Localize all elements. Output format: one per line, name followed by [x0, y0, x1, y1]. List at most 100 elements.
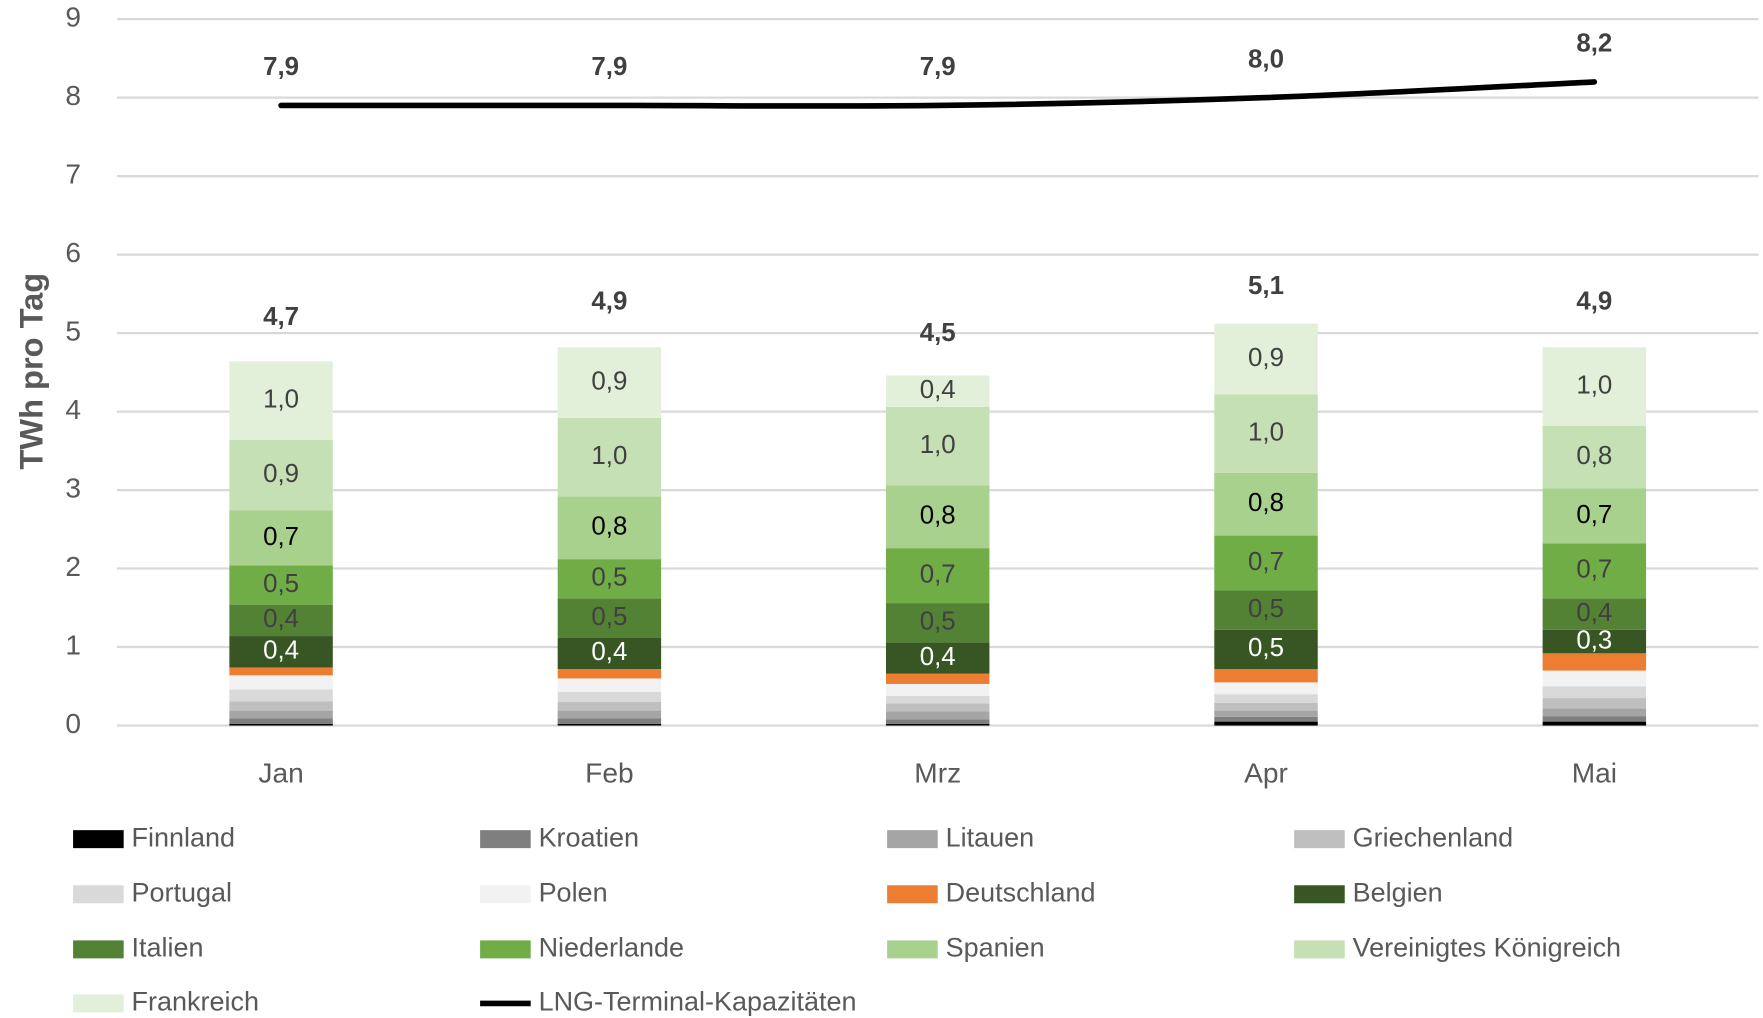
- y-tick-label: 0: [65, 708, 81, 739]
- bar-segment: [1542, 488, 1647, 544]
- legend-label: Polen: [539, 877, 608, 907]
- value-label: 1,0: [1576, 371, 1612, 399]
- y-axis-label: TWh pro Tag: [12, 273, 49, 470]
- legend-swatch: [1294, 940, 1345, 959]
- value-label: 0,4: [263, 637, 299, 665]
- bar-segment: [229, 718, 333, 724]
- legend-label: Niederlande: [539, 933, 684, 963]
- bar-segment: [557, 598, 662, 638]
- value-label: 0,8: [1576, 442, 1612, 470]
- legend-swatch: [73, 940, 124, 959]
- value-label: 0,5: [1248, 595, 1284, 623]
- bar-segment: [1214, 702, 1318, 711]
- bar-segment: [557, 417, 662, 497]
- bar-segment: [1542, 425, 1647, 489]
- legend-swatch: [1294, 830, 1345, 849]
- legend-label: Italien: [132, 933, 204, 963]
- total-label: 4,9: [1576, 288, 1612, 316]
- y-tick-label: 8: [65, 80, 81, 111]
- bar-segment: [1542, 629, 1647, 654]
- bar-segment: [1542, 598, 1647, 630]
- bar-segment: [885, 723, 990, 726]
- y-tick-label: 4: [65, 394, 81, 425]
- bar-segment: [885, 603, 990, 643]
- line-label: 7,9: [920, 53, 956, 81]
- bar-segment: [557, 669, 662, 679]
- x-tick-label: Feb: [585, 757, 633, 788]
- bar-segment: [229, 675, 333, 690]
- legend-swatch: [480, 940, 531, 959]
- value-label: 0,5: [263, 570, 299, 598]
- bar-segment: [1542, 698, 1647, 709]
- bar-segment: [229, 689, 333, 702]
- bar-segment: [229, 701, 333, 711]
- bar-segment: [1214, 323, 1318, 395]
- legend-label: Kroatien: [539, 822, 639, 852]
- legend-label: LNG-Terminal-Kapazitäten: [539, 986, 857, 1016]
- bar-segment: [557, 637, 662, 670]
- bar-segment: [1542, 670, 1647, 687]
- legend-swatch: [1294, 885, 1345, 904]
- legend-label: Finnland: [132, 822, 235, 852]
- legend-swatch: [887, 940, 938, 959]
- legend-label: Frankreich: [132, 986, 259, 1016]
- value-label: 0,9: [591, 367, 627, 395]
- bar-segment: [557, 701, 662, 711]
- total-label: 4,9: [591, 288, 627, 316]
- bar-segment: [1542, 653, 1647, 671]
- bar-segment: [229, 723, 333, 726]
- value-label: 0,7: [1576, 501, 1612, 529]
- legend-label: Portugal: [132, 877, 232, 907]
- bar-segment: [885, 485, 990, 549]
- legend-swatch: [887, 885, 938, 904]
- value-label: 0,4: [920, 643, 956, 671]
- y-tick-label: 2: [65, 551, 81, 582]
- line-label: 8,0: [1248, 45, 1284, 73]
- line-label: 7,9: [263, 53, 299, 81]
- value-label: 0,4: [1576, 599, 1612, 627]
- line: [278, 79, 1598, 109]
- value-label: 0,7: [1248, 548, 1284, 576]
- value-label: 1,0: [920, 431, 956, 459]
- bar-segment: [229, 710, 333, 719]
- bar-segment: [1214, 472, 1318, 536]
- bar-segment: [1214, 669, 1318, 683]
- bar-segment: [1542, 543, 1647, 599]
- bar-segment: [229, 510, 333, 566]
- bar-segment: [1214, 716, 1318, 722]
- value-label: 0,8: [591, 513, 627, 541]
- bar-segment: [885, 719, 990, 724]
- legend-label: Vereinigtes Königreich: [1353, 933, 1621, 963]
- bar-segment: [885, 406, 990, 486]
- x-tick-label: Apr: [1244, 757, 1288, 788]
- legend-swatch: [73, 994, 124, 1013]
- bar-segment: [557, 559, 662, 599]
- legend-swatch: [887, 830, 938, 849]
- value-label: 0,3: [1576, 626, 1612, 654]
- bar-segment: [885, 548, 990, 604]
- bar-segment: [557, 710, 662, 719]
- bar-segment: [229, 667, 333, 676]
- legend-swatch: [73, 830, 124, 849]
- bar-segment: [229, 361, 333, 440]
- bar-segment: [885, 695, 990, 704]
- legend-swatch: [480, 885, 531, 904]
- value-label: 0,8: [1248, 489, 1284, 517]
- value-label: 0,4: [920, 376, 956, 404]
- legend-swatch: [73, 885, 124, 904]
- bar-segment: [557, 723, 662, 726]
- bar-segment: [1214, 394, 1318, 473]
- value-label: 1,0: [263, 385, 299, 413]
- total-label: 4,5: [920, 319, 956, 347]
- bar-segment: [1214, 629, 1318, 670]
- x-tick-label: Jan: [258, 757, 303, 788]
- value-label: 0,7: [263, 523, 299, 551]
- bar-segment: [1542, 716, 1647, 722]
- bar-segment: [885, 375, 990, 407]
- legend-label: Griechenland: [1353, 822, 1513, 852]
- bar-segment: [557, 347, 662, 418]
- bar-segment: [1542, 708, 1647, 717]
- line-label: 8,2: [1576, 30, 1612, 58]
- value-label: 0,7: [920, 560, 956, 588]
- bar-segment: [1214, 682, 1318, 695]
